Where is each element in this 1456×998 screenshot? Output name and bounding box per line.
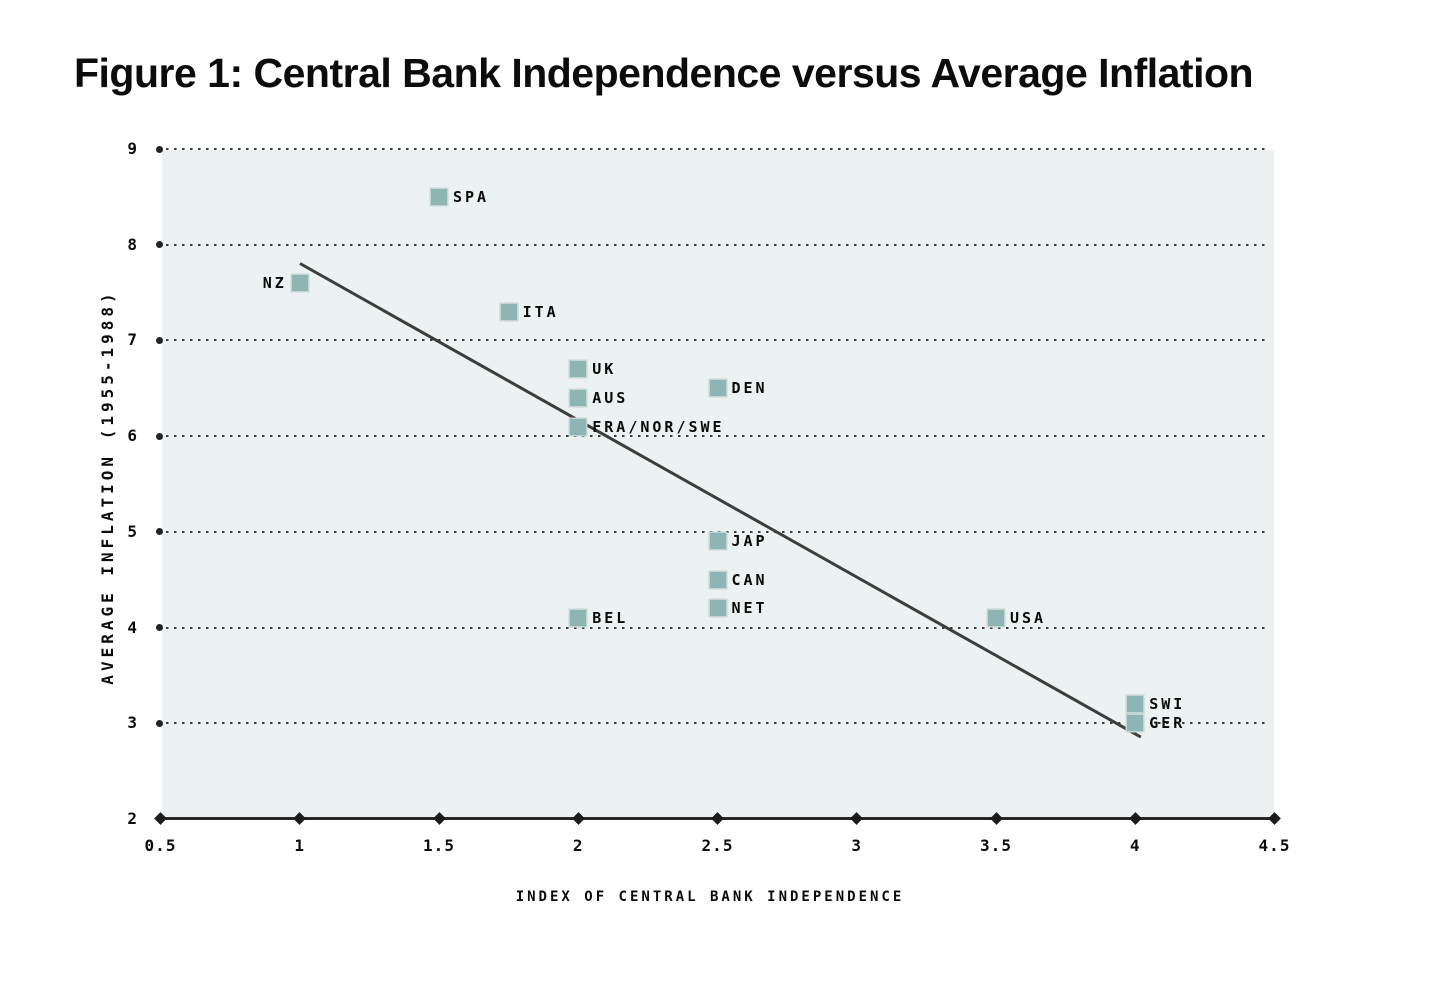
y-tick-label: 2 xyxy=(127,808,138,828)
x-axis-title: INDEX OF CENTRAL BANK INDEPENDENCE xyxy=(515,889,905,905)
x-tick-mark xyxy=(1128,812,1142,825)
gridline xyxy=(166,148,1270,150)
data-point-marker xyxy=(570,389,587,406)
data-point-label: CAN xyxy=(731,570,768,589)
y-tick-label: 3 xyxy=(127,713,138,733)
gridline-cap-dot xyxy=(156,624,163,631)
x-tick-mark xyxy=(571,812,585,825)
gridline-cap-dot xyxy=(156,719,163,727)
data-point-marker xyxy=(709,571,726,588)
x-tick-label: 1.5 xyxy=(423,836,455,855)
x-tick-label: 4.5 xyxy=(1258,836,1291,855)
data-point-marker xyxy=(1127,715,1144,732)
gridline xyxy=(166,530,1270,533)
x-tick-mark xyxy=(432,812,446,825)
data-point-label: GER xyxy=(1149,714,1186,733)
x-tick-label: 3 xyxy=(851,836,863,855)
x-tick-mark xyxy=(154,812,167,825)
data-point-marker xyxy=(570,361,587,378)
data-point-marker xyxy=(570,609,587,626)
gridline xyxy=(166,722,1270,725)
data-point-marker xyxy=(570,418,587,435)
gridline-cap-dot xyxy=(156,528,163,536)
data-point-marker xyxy=(291,274,308,291)
y-tick-label: 9 xyxy=(127,139,138,158)
gridline xyxy=(166,435,1270,438)
gridline xyxy=(166,243,1270,246)
data-point-marker xyxy=(709,533,726,550)
x-tick-label: 3.5 xyxy=(980,836,1012,855)
x-tick-mark xyxy=(850,812,864,825)
data-point-label: SPA xyxy=(453,187,490,206)
data-point-label: SWI xyxy=(1149,695,1186,714)
y-tick-label: 6 xyxy=(127,426,138,446)
trendline xyxy=(299,262,1142,739)
y-tick-label: 4 xyxy=(127,617,138,637)
data-point-label: UK xyxy=(592,360,617,379)
data-point-marker xyxy=(988,609,1004,626)
x-tick-label: 4 xyxy=(1129,836,1141,855)
data-point-marker xyxy=(500,303,517,320)
data-point-label: NZ xyxy=(262,273,287,292)
data-point-label: NET xyxy=(731,599,768,618)
y-tick-label: 7 xyxy=(127,330,138,350)
data-point-label: FRA/NOR/SWE xyxy=(592,417,725,436)
data-point-marker xyxy=(709,600,726,617)
gridline-cap-dot xyxy=(156,336,163,344)
x-tick-label: 2 xyxy=(572,836,584,855)
gridline-cap-dot xyxy=(156,145,163,153)
data-point-marker xyxy=(1127,696,1144,713)
x-tick-mark xyxy=(989,812,1003,825)
x-tick-label: 1 xyxy=(294,836,306,855)
x-tick-mark xyxy=(293,812,307,825)
gridline-cap-dot xyxy=(156,432,163,440)
data-point-label: AUS xyxy=(592,388,629,407)
y-tick-label: 8 xyxy=(127,234,138,254)
y-tick-label: 5 xyxy=(127,521,138,541)
data-point-label: USA xyxy=(1010,608,1047,627)
data-point-marker xyxy=(431,188,447,205)
gridline xyxy=(166,626,1270,629)
gridline-cap-dot xyxy=(156,241,163,249)
data-point-label: JAP xyxy=(731,532,768,551)
y-axis-title: AVERAGE INFLATION (1955-1988) xyxy=(98,289,117,685)
gridline xyxy=(166,339,1270,342)
figure-title: Figure 1: Central Bank Independence vers… xyxy=(74,50,1254,96)
x-tick-mark xyxy=(1268,812,1281,825)
data-point-marker xyxy=(709,380,726,397)
x-tick-mark xyxy=(711,812,724,825)
data-point-label: DEN xyxy=(731,379,768,398)
data-point-label: ITA xyxy=(522,302,559,321)
data-point-label: BEL xyxy=(592,608,629,627)
x-tick-label: 0.5 xyxy=(144,836,177,855)
x-tick-label: 2.5 xyxy=(701,836,734,855)
